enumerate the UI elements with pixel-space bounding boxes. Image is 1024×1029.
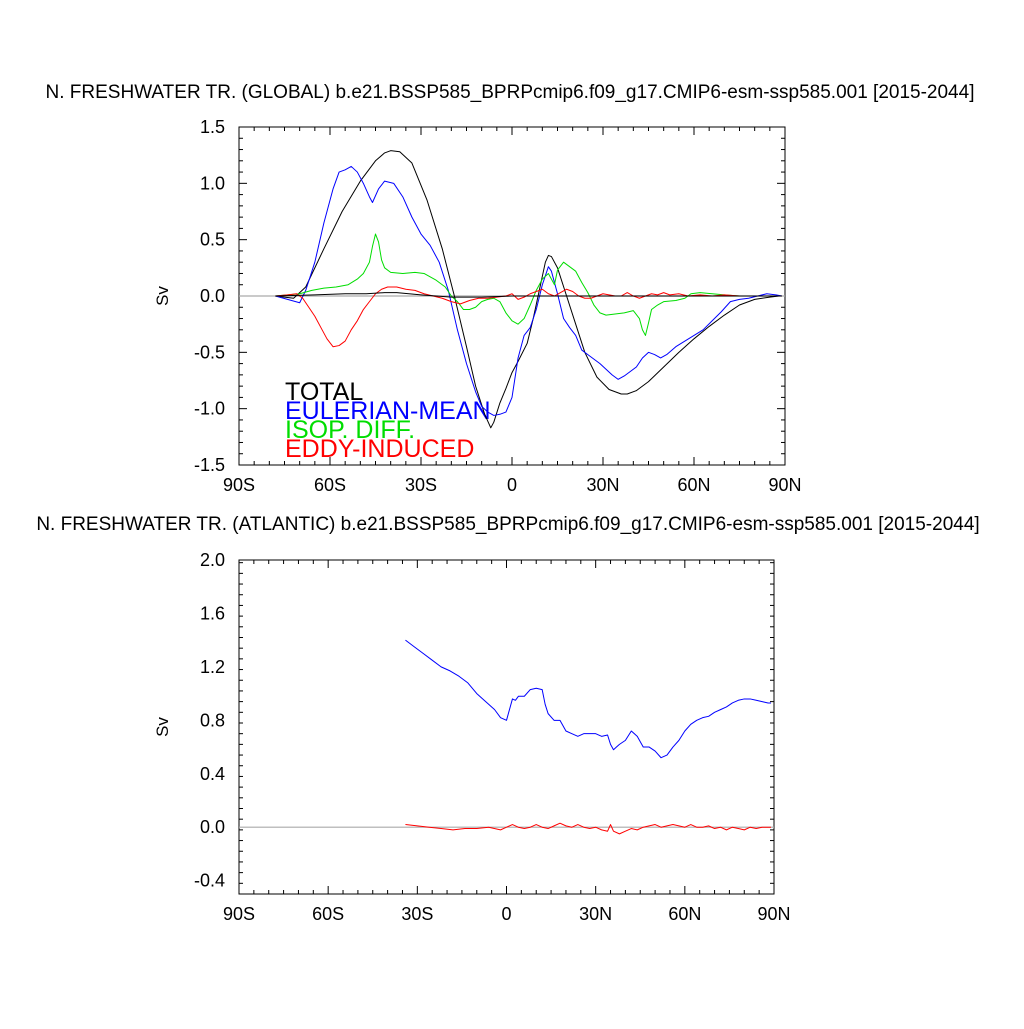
global-y-tick-label: 0.5	[200, 230, 225, 250]
atlantic-y-tick-label: 1.6	[200, 603, 225, 623]
atlantic-x-tick-label: 0	[501, 904, 511, 924]
atlantic-chart-title: N. FRESHWATER TR. (ATLANTIC) b.e21.BSSP5…	[36, 514, 979, 535]
global-series-line-eddy-induced	[275, 286, 782, 348]
legend-eddy-induced: EDDY-INDUCED	[285, 435, 474, 463]
global-x-tick-label: 30N	[586, 475, 619, 495]
global-y-tick-label: 0.0	[200, 286, 225, 306]
atlantic-y-tick-label: 1.2	[200, 657, 225, 677]
global-x-tick-label: 0	[507, 475, 517, 495]
atlantic-y-tick-label: 0.0	[200, 817, 225, 837]
atlantic-y-tick-label: 0.8	[200, 710, 225, 730]
global-series-line-total	[275, 150, 779, 429]
global-x-tick-label: 60S	[314, 475, 346, 495]
atlantic-y-axis-label: Sv	[153, 717, 172, 737]
legend-total: TOTAL	[285, 378, 363, 406]
global-y-tick-label: -1.5	[194, 455, 225, 475]
global-x-tick-label: 30S	[405, 475, 437, 495]
global-panel: N. FRESHWATER TR. (GLOBAL) b.e21.BSSP585…	[46, 82, 975, 495]
global-x-tick-label: 90N	[768, 475, 801, 495]
global-series-line-eulerian-mean	[275, 165, 783, 416]
global-series-line-isop-diff	[275, 233, 782, 336]
global-y-tick-label: 1.5	[200, 117, 225, 137]
legend-eulerian-mean: EULERIAN-MEAN	[285, 397, 491, 425]
atlantic-x-tick-label: 60N	[668, 904, 701, 924]
atlantic-x-tick-label: 30N	[579, 904, 612, 924]
global-y-tick-label: -1.0	[194, 399, 225, 419]
global-y-tick-label: 1.0	[200, 173, 225, 193]
atlantic-y-tick-label: 0.4	[200, 764, 225, 784]
atlantic-x-tick-label: 90N	[757, 904, 790, 924]
atlantic-x-tick-label: 60S	[312, 904, 344, 924]
atlantic-y-tick-label: -0.4	[194, 871, 225, 891]
global-y-tick-label: -0.5	[194, 342, 225, 362]
global-x-tick-label: 60N	[677, 475, 710, 495]
atlantic-x-tick-label: 90S	[223, 904, 255, 924]
global-series-line-unnamed-4	[275, 292, 782, 298]
atlantic-panel: N. FRESHWATER TR. (ATLANTIC) b.e21.BSSP5…	[36, 514, 979, 924]
atlantic-series-line-unnamed-1	[405, 822, 772, 835]
atlantic-series-line-unnamed-0	[405, 639, 772, 759]
global-chart-title: N. FRESHWATER TR. (GLOBAL) b.e21.BSSP585…	[46, 82, 975, 103]
legend-isop-diff: ISOP. DIFF.	[285, 416, 415, 444]
atlantic-y-tick-label: 2.0	[200, 550, 225, 570]
global-y-axis-label: Sv	[153, 286, 172, 306]
global-x-tick-label: 90S	[223, 475, 255, 495]
atlantic-x-tick-label: 30S	[401, 904, 433, 924]
global-legend: TOTAL EULERIAN-MEAN ISOP. DIFF. EDDY-IND…	[285, 378, 491, 463]
